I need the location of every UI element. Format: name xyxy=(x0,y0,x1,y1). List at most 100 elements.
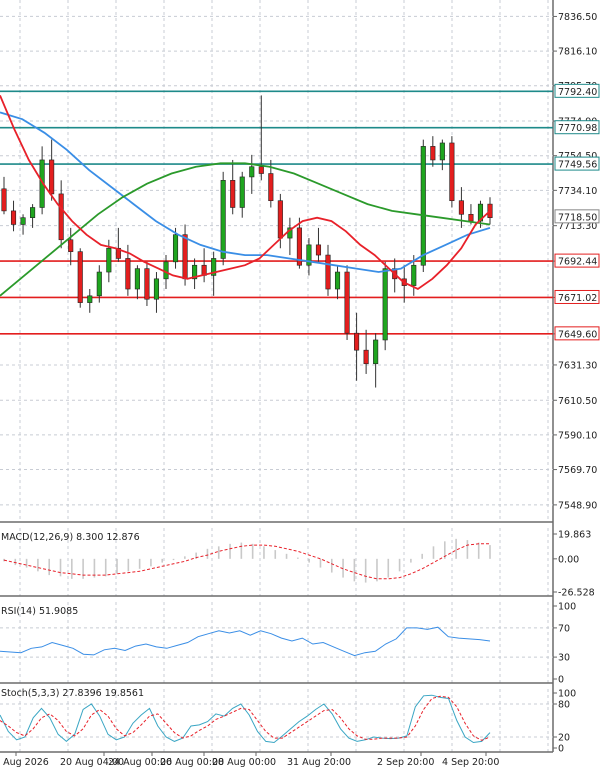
level-label: 7649.60 xyxy=(558,329,597,340)
candle-body xyxy=(363,349,369,365)
level-label: 7671.02 xyxy=(558,293,597,304)
level-label: 7749.56 xyxy=(558,160,597,171)
candle-body xyxy=(125,258,131,290)
candle-body xyxy=(144,268,150,300)
rsi-tick-label: 0 xyxy=(558,675,564,686)
macd-label: MACD(12,26,9) 8.300 12.876 xyxy=(1,532,140,543)
candle-body xyxy=(77,251,83,303)
candle-body xyxy=(134,268,140,290)
stoch-tick-label: 0 xyxy=(558,744,564,755)
level-label: 7792.40 xyxy=(558,87,597,98)
level-tag xyxy=(554,83,600,98)
candle-body xyxy=(58,193,64,241)
time-tick-label: 31 Aug 20:00 xyxy=(287,757,351,768)
rsi-tick-label: 70 xyxy=(558,623,570,634)
time-tick-label: 2 Sep 20:00 xyxy=(377,757,434,768)
candle-body xyxy=(10,210,17,225)
candle-body xyxy=(487,203,493,218)
candle-body xyxy=(268,173,274,202)
candle-body xyxy=(87,295,93,303)
candle-body xyxy=(182,234,188,280)
candle-body xyxy=(411,264,417,286)
rsi-label: RSI(14) 51.9085 xyxy=(1,606,78,617)
candle-body xyxy=(172,234,179,263)
candle-body xyxy=(239,176,245,208)
price-tick-label: 7569.70 xyxy=(558,465,597,476)
rsi-line xyxy=(0,626,491,657)
candle-body xyxy=(220,180,226,259)
time-tick-label: 20 Aug 04:00 xyxy=(60,757,124,768)
price-tick-label: 7548.90 xyxy=(558,500,597,511)
price-tick-label: 7610.50 xyxy=(558,396,597,407)
macd-signal-line xyxy=(3,543,490,580)
level-tag xyxy=(554,326,600,341)
candle-body xyxy=(192,264,198,280)
price-tick-label: 7734.10 xyxy=(558,186,597,197)
candle-body xyxy=(49,159,55,195)
candle-body xyxy=(277,200,283,239)
candle-body xyxy=(39,159,45,208)
candle-body xyxy=(430,146,436,161)
candle-body xyxy=(106,247,112,273)
macd-tick-label: 19.863 xyxy=(558,530,591,541)
candle-body xyxy=(354,332,360,351)
level-label: 7692.44 xyxy=(558,257,597,268)
price-tick-label: 7590.10 xyxy=(558,430,597,441)
candle-body xyxy=(306,244,312,266)
candle-body xyxy=(344,271,350,334)
candle-body xyxy=(449,142,455,202)
candle-body xyxy=(30,207,36,218)
candle-body xyxy=(258,166,264,174)
candle-body xyxy=(115,247,121,259)
time-tick-label: 26 Aug 00:00 xyxy=(160,757,224,768)
candle-body xyxy=(211,258,217,276)
macd-tick-label: -26.528 xyxy=(558,588,595,599)
candle-body xyxy=(1,188,7,212)
candle-body xyxy=(20,217,26,225)
stoch-tick-label: 100 xyxy=(558,689,576,700)
level-tag xyxy=(554,289,600,304)
candle-body xyxy=(96,271,102,297)
price-tick-label: 7713.30 xyxy=(558,221,597,232)
macd-tick-label: 0.00 xyxy=(558,554,579,565)
price-tick-label: 7836.50 xyxy=(558,12,597,23)
candle-body xyxy=(325,254,331,290)
rsi-tick-label: 100 xyxy=(558,602,576,613)
stoch-label: Stoch(5,3,3) 27.8396 19.8561 xyxy=(1,688,144,699)
price-tick-label: 7631.30 xyxy=(558,360,597,371)
stoch-main-line xyxy=(0,694,491,744)
candle-body xyxy=(153,278,160,300)
rsi-tick-label: 30 xyxy=(558,653,570,664)
candle-body xyxy=(315,244,322,256)
time-tick-label: 18 Aug 2026 xyxy=(0,757,49,768)
stoch-tick-label: 20 xyxy=(558,733,570,744)
level-label: 7770.98 xyxy=(558,123,597,134)
current-price-tag xyxy=(554,209,600,224)
candle-body xyxy=(439,142,445,161)
candle-body xyxy=(163,261,169,280)
level-tag xyxy=(554,253,600,268)
current-price-label: 7718.50 xyxy=(558,212,597,223)
candle-body xyxy=(249,166,255,178)
candle-body xyxy=(334,271,341,290)
level-tag xyxy=(554,156,600,171)
price-tick-label: 7816.10 xyxy=(558,47,597,58)
stoch-tick-label: 80 xyxy=(558,700,570,711)
level-tag xyxy=(554,120,600,135)
time-tick-label: 28 Aug 00:00 xyxy=(212,757,276,768)
candle-body xyxy=(382,268,388,341)
moving-average-green xyxy=(0,162,491,297)
time-tick-label: 24 Aug 00:00 xyxy=(108,757,172,768)
candle-body xyxy=(468,213,474,222)
moving-average-blue xyxy=(0,111,491,273)
candle-body xyxy=(230,180,236,208)
candle-body xyxy=(458,200,464,215)
stoch-signal-line xyxy=(0,695,491,741)
moving-average-red xyxy=(0,95,491,291)
candle-body xyxy=(296,227,302,266)
candle-body xyxy=(68,239,74,252)
candle-body xyxy=(420,146,426,266)
candle-body xyxy=(373,339,379,365)
